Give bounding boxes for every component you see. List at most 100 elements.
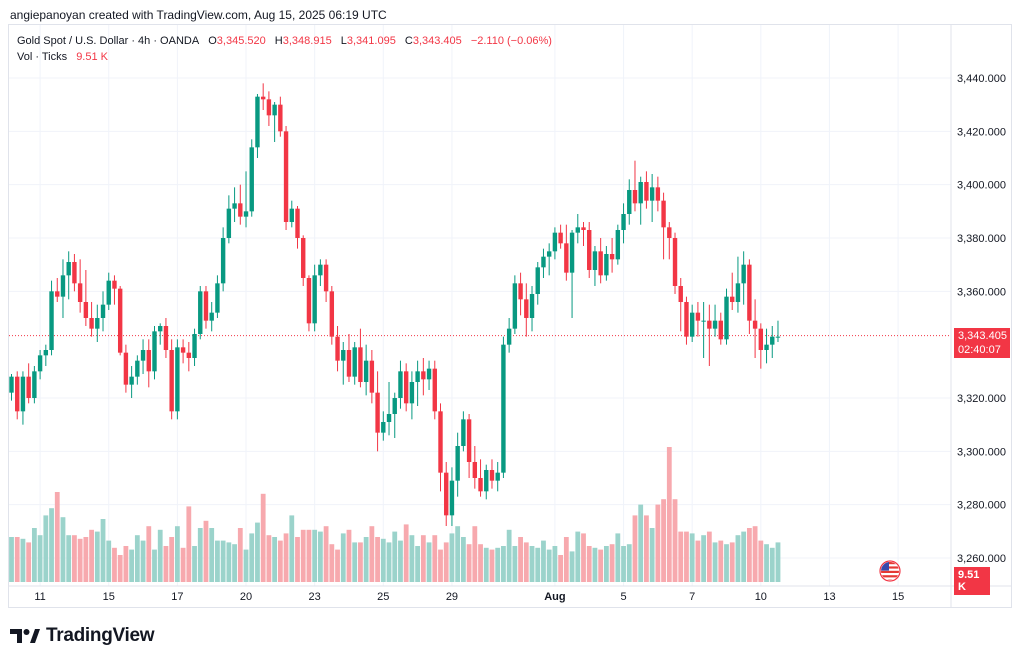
- candle-body: [381, 422, 386, 433]
- volume-bar: [501, 546, 506, 582]
- candle-body: [558, 232, 563, 244]
- candle-body: [83, 302, 89, 318]
- candle-body: [32, 371, 37, 398]
- tradingview-logo[interactable]: TradingView: [10, 625, 155, 647]
- volume-bar: [712, 542, 718, 582]
- candle-body: [770, 336, 775, 345]
- volume-bar: [672, 499, 678, 582]
- volume-bar: [152, 549, 157, 582]
- volume-bar: [180, 547, 186, 582]
- candle-body: [581, 227, 586, 230]
- volume-bar: [31, 528, 37, 582]
- time-tick-label: 7: [689, 591, 695, 603]
- candle-body: [403, 371, 409, 404]
- candle-body: [432, 368, 437, 412]
- candle-body: [741, 264, 746, 284]
- candle-body: [764, 344, 769, 350]
- volume-bar: [335, 549, 340, 582]
- volume-bar: [603, 546, 609, 582]
- volume-bar: [226, 542, 232, 582]
- last-price-value: 3,343.405: [958, 329, 1007, 342]
- high-value: 3,348.915: [282, 35, 332, 47]
- volume-bar: [735, 535, 741, 582]
- candles: [9, 83, 781, 526]
- candle-body: [724, 296, 729, 340]
- volume-bar: [174, 526, 180, 582]
- volume-bar: [684, 531, 689, 582]
- volume-bar: [375, 537, 380, 582]
- time-tick-label: 29: [446, 591, 458, 603]
- candle-body: [289, 208, 294, 222]
- volume-bar: [661, 499, 666, 582]
- tradingview-logo-text: TradingView: [46, 625, 155, 646]
- volume-bar: [358, 542, 363, 582]
- candle-body: [455, 446, 460, 481]
- candle-body: [518, 283, 523, 300]
- candle-body: [707, 320, 712, 329]
- candle-body: [604, 254, 609, 276]
- time-tick-label: Aug: [544, 591, 565, 603]
- volume-bar: [409, 535, 415, 582]
- volume-bar: [146, 526, 152, 582]
- attribution-text: angiepanoyan created with TradingView.co…: [10, 8, 387, 22]
- candle-body: [661, 200, 666, 228]
- candle-body: [95, 318, 100, 329]
- volume-bar: [695, 540, 701, 582]
- volume-bar: [506, 529, 512, 582]
- candle-body: [775, 336, 781, 338]
- volume-bar: [598, 549, 604, 582]
- candle-body: [226, 208, 232, 238]
- candle-body: [592, 251, 598, 270]
- volume-bar: [420, 535, 426, 582]
- candle-body: [546, 251, 552, 257]
- candle-body: [627, 190, 632, 214]
- candle-body: [415, 371, 420, 382]
- volume-bar: [718, 540, 724, 582]
- volume-bar: [529, 546, 535, 582]
- candle-body: [524, 299, 529, 318]
- candle-body: [232, 203, 237, 209]
- volume-bar: [438, 549, 443, 582]
- candle-body: [9, 376, 14, 393]
- volume-bar: [289, 515, 295, 582]
- candle-body: [283, 131, 289, 222]
- volume-bar: [581, 533, 586, 582]
- price-tick-label: 3,420.000: [957, 126, 1006, 138]
- candle-body: [495, 472, 500, 481]
- volume-bar: [724, 544, 729, 582]
- volume-bar: [769, 547, 775, 582]
- volume-bar: [621, 546, 626, 582]
- volume-bar: [443, 542, 449, 582]
- time-axis: 11 15 17 20 23 25 29 Aug 5 7 10 13 15: [34, 591, 904, 603]
- volume-bar: [312, 529, 318, 582]
- candle-body: [649, 187, 655, 201]
- candle-body: [489, 470, 495, 481]
- chart-legend: Gold Spot / U.S. Dollar · 4h · OANDA O3,…: [17, 33, 552, 65]
- candle-body: [529, 294, 535, 318]
- volume-bar: [169, 537, 175, 582]
- candle-body: [146, 350, 151, 372]
- volume-bar: [89, 529, 94, 582]
- volume-bar: [112, 547, 117, 582]
- volume-bar: [157, 529, 163, 582]
- volume-tag: 9.51 K: [954, 567, 990, 595]
- candle-body: [209, 312, 214, 321]
- volume-bar: [117, 555, 123, 582]
- volume-bar: [192, 546, 197, 582]
- volume-bar: [20, 538, 26, 582]
- candle-body: [621, 214, 626, 230]
- candle-body: [730, 296, 735, 302]
- candle-body: [112, 280, 117, 289]
- candle-body: [684, 302, 689, 337]
- chart-frame[interactable]: [8, 24, 1012, 608]
- volume-bar: [472, 526, 478, 582]
- candle-body: [335, 336, 340, 361]
- price-tick-label: 3,380.000: [957, 233, 1006, 245]
- volume-bar: [626, 544, 632, 582]
- volume-bar: [398, 540, 403, 582]
- candle-body: [449, 480, 455, 516]
- us-flag-icon[interactable]: [878, 560, 902, 582]
- price-tick-label: 3,300.000: [957, 446, 1006, 458]
- volume-bar: [72, 535, 77, 582]
